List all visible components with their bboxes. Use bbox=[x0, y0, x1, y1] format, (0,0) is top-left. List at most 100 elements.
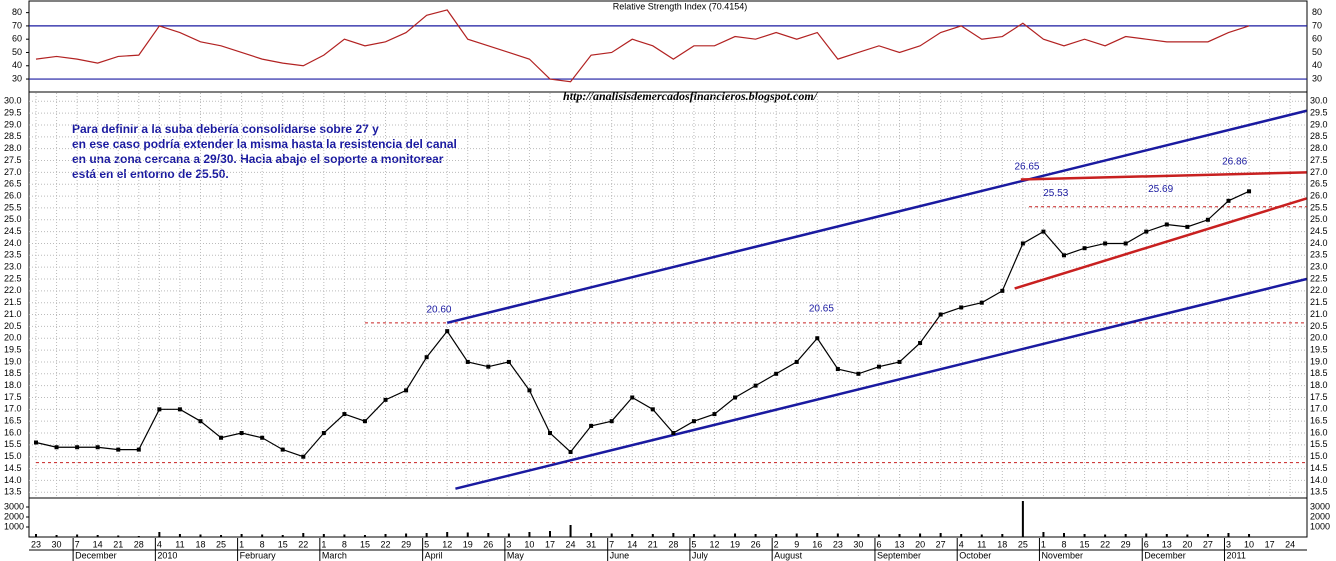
volume-bar bbox=[302, 533, 305, 537]
y-tick-label: 29.5 bbox=[1310, 108, 1328, 118]
y-tick-label: 25.0 bbox=[1310, 214, 1328, 224]
volume-bar bbox=[672, 533, 675, 537]
volume-bar bbox=[980, 534, 983, 537]
rsi-line bbox=[35, 9, 1250, 83]
y-tick-label: 19.5 bbox=[1310, 344, 1328, 354]
peak-label: 20.60 bbox=[426, 305, 451, 316]
x-tick-label: 23 bbox=[31, 539, 41, 549]
volume-bar bbox=[487, 533, 490, 537]
volume-bar bbox=[1063, 533, 1065, 537]
y-tick-label: 27.0 bbox=[4, 167, 22, 177]
price-mark bbox=[383, 397, 388, 402]
volume-bar bbox=[384, 534, 387, 537]
x-tick-label: 11 bbox=[977, 539, 986, 549]
y-tick-label: 15.0 bbox=[1310, 451, 1328, 461]
x-tick-label: 18 bbox=[195, 539, 205, 549]
x-tick-label: 20 bbox=[1182, 539, 1192, 549]
y-tick-label: 23.5 bbox=[4, 250, 22, 260]
y-tick-label: 16.5 bbox=[4, 416, 22, 426]
volume-bar bbox=[446, 532, 449, 537]
price-mark bbox=[445, 329, 450, 334]
volume-bar bbox=[405, 533, 408, 537]
volume-bar bbox=[137, 536, 140, 537]
price-mark bbox=[1247, 189, 1252, 194]
y-tick-label: 21.5 bbox=[1310, 297, 1328, 307]
price-mark bbox=[918, 340, 923, 345]
x-tick-label: 10 bbox=[1244, 539, 1254, 549]
x-tick-label: 3 bbox=[1226, 539, 1231, 549]
x-tick-label: 28 bbox=[134, 539, 144, 549]
price-mark bbox=[1000, 288, 1005, 293]
volume-bar bbox=[322, 534, 325, 537]
volume-bar bbox=[1248, 534, 1251, 537]
y-tick-label: 24.5 bbox=[4, 226, 22, 236]
y-tick-label: 26.0 bbox=[1310, 190, 1328, 200]
trend-line bbox=[455, 277, 1307, 490]
y-tick-label: 20.5 bbox=[4, 321, 22, 331]
price-mark bbox=[959, 305, 964, 310]
y-tick-label: 27.5 bbox=[1310, 155, 1328, 165]
volume-bar bbox=[528, 532, 531, 537]
x-tick-label: 15 bbox=[1080, 539, 1090, 549]
price-mark bbox=[1144, 229, 1149, 234]
y-tick-label: 80 bbox=[1312, 7, 1322, 17]
volume-bar bbox=[857, 534, 860, 537]
y-tick-label: 24.0 bbox=[1310, 238, 1328, 248]
volume-bar bbox=[590, 533, 593, 537]
volume-bar bbox=[898, 534, 901, 537]
x-tick-label: 19 bbox=[730, 539, 740, 549]
peak-label: 25.53 bbox=[1043, 188, 1068, 199]
y-tick-label: 15.0 bbox=[4, 451, 22, 461]
price-mark bbox=[1062, 253, 1066, 258]
x-tick-label: 29 bbox=[1121, 539, 1131, 549]
y-tick-label: 14.5 bbox=[1310, 463, 1328, 473]
price-mark bbox=[835, 367, 840, 372]
y-tick-label: 19.0 bbox=[1310, 356, 1328, 366]
volume-bar bbox=[919, 533, 922, 537]
price-line bbox=[35, 190, 1250, 458]
y-tick-label: 60 bbox=[12, 34, 22, 44]
y-tick-label: 23.5 bbox=[1310, 250, 1328, 260]
x-tick-label: 15 bbox=[360, 539, 370, 549]
y-tick-label: 30 bbox=[1312, 73, 1322, 83]
y-tick-label: 18.0 bbox=[4, 380, 22, 390]
price-mark bbox=[1185, 224, 1190, 229]
y-tick-label: 16.0 bbox=[1310, 427, 1328, 437]
month-label: October bbox=[959, 550, 991, 560]
month-label: September bbox=[877, 550, 921, 560]
price-mark bbox=[34, 440, 38, 445]
x-tick-label: 30 bbox=[52, 539, 62, 549]
y-tick-label: 70 bbox=[12, 20, 22, 30]
y-tick-label: 30 bbox=[12, 73, 22, 83]
month-label: March bbox=[322, 550, 347, 560]
price-mark bbox=[609, 419, 614, 424]
volume-bar bbox=[117, 535, 120, 537]
price-mark bbox=[1205, 217, 1210, 222]
x-tick-label: 4 bbox=[157, 539, 162, 549]
x-tick-label: 25 bbox=[1018, 539, 1028, 549]
price-mark bbox=[280, 447, 285, 452]
x-tick-label: 19 bbox=[463, 539, 473, 549]
y-tick-label: 70 bbox=[1312, 20, 1322, 30]
y-tick-label: 28.0 bbox=[4, 143, 22, 153]
y-tick-label: 2000 bbox=[4, 511, 24, 521]
price-mark bbox=[1082, 246, 1087, 251]
x-tick-label: 15 bbox=[278, 539, 288, 549]
price-mark bbox=[54, 445, 59, 450]
volume-bar bbox=[261, 534, 264, 537]
volume-bar bbox=[692, 534, 695, 537]
y-tick-label: 18.5 bbox=[4, 368, 22, 378]
x-tick-label: 21 bbox=[648, 539, 658, 549]
x-tick-label: 30 bbox=[853, 539, 863, 549]
price-mark bbox=[1226, 198, 1231, 203]
price-mark bbox=[568, 449, 573, 454]
rsi-title: Relative Strength Index (70.4154) bbox=[613, 1, 748, 11]
trend-line bbox=[1014, 197, 1307, 290]
y-tick-label: 14.0 bbox=[4, 475, 22, 485]
y-tick-label: 20.0 bbox=[1310, 333, 1328, 343]
y-tick-label: 29.0 bbox=[4, 119, 22, 129]
y-tick-label: 14.0 bbox=[1310, 475, 1328, 485]
month-label: December bbox=[1144, 550, 1186, 560]
y-tick-label: 30.0 bbox=[1310, 96, 1328, 106]
volume-bar bbox=[425, 533, 428, 537]
